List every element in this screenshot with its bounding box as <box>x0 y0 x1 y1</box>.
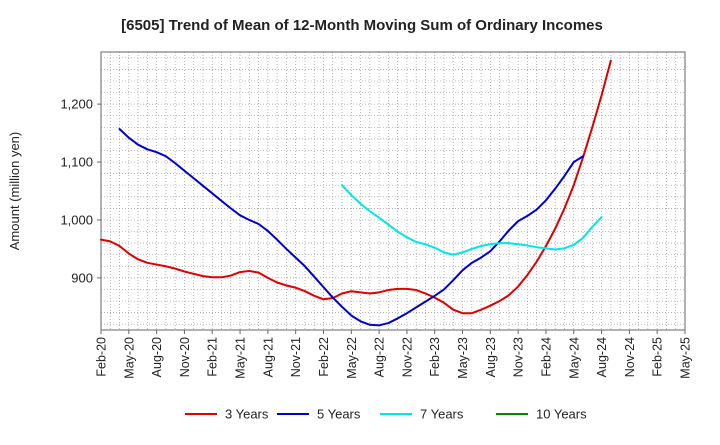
y-tick-label: 1,100 <box>60 155 93 170</box>
x-tick-label: May-23 <box>456 337 470 379</box>
series-layer <box>100 59 612 327</box>
x-tick-label: Aug-24 <box>595 337 609 377</box>
x-tick-label: Feb-23 <box>428 337 442 377</box>
grid-layer <box>101 52 685 330</box>
legend-item: 5 Years <box>277 407 361 422</box>
x-tick-label: Aug-21 <box>261 337 275 377</box>
plot-frame <box>100 51 686 331</box>
x-tick-label: Aug-23 <box>484 337 498 377</box>
series-line-7-years <box>341 184 603 256</box>
series-line-3-years <box>100 59 612 315</box>
x-tick-label: Nov-24 <box>623 337 637 377</box>
series-line-5-years <box>118 128 585 327</box>
legend-label: 5 Years <box>317 407 361 422</box>
x-tick-label: Nov-23 <box>512 337 526 377</box>
chart-title: [6505] Trend of Mean of 12-Month Moving … <box>121 17 603 34</box>
y-tick-label: 1,000 <box>60 212 93 227</box>
x-tick-label: May-21 <box>234 337 248 379</box>
y-tick-label: 1,200 <box>60 97 93 112</box>
legend-item: 3 Years <box>185 407 269 422</box>
x-tick-label: Feb-20 <box>95 337 109 377</box>
x-tick-label: Nov-22 <box>400 337 414 377</box>
legend-label: 3 Years <box>225 407 269 422</box>
legend-label: 10 Years <box>536 407 587 422</box>
x-tick-label: Feb-22 <box>317 337 331 377</box>
x-tick-label: Feb-25 <box>651 337 665 377</box>
y-tick-label: 900 <box>71 270 93 285</box>
legend-label: 7 Years <box>420 407 464 422</box>
x-tick-label: Feb-21 <box>206 337 220 377</box>
x-tick-label: Aug-20 <box>150 337 164 377</box>
y-axis-label: Amount (million yen) <box>7 132 22 251</box>
x-tick-label: Nov-20 <box>178 337 192 377</box>
x-tick-label: May-24 <box>567 337 581 379</box>
tick-layer: 900 1,000 1,100 1,200 Feb-20 May-20 Aug-20 Nov-… <box>60 97 692 379</box>
legend-item: 10 Years <box>496 407 587 422</box>
x-tick-label: May-20 <box>122 337 136 379</box>
x-tick-label: May-22 <box>345 337 359 379</box>
legend-item: 7 Years <box>380 407 464 422</box>
x-tick-label: Aug-22 <box>373 337 387 377</box>
x-tick-label: May-25 <box>679 337 693 379</box>
legend: 3 Years 5 Years 7 Years 10 Years <box>185 407 587 422</box>
x-tick-label: Feb-24 <box>539 337 553 377</box>
x-tick-label: Nov-21 <box>289 337 303 377</box>
